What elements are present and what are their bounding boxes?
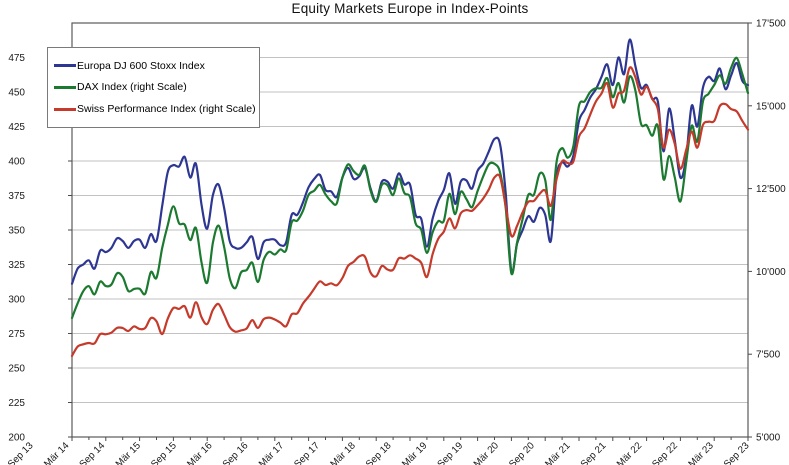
- x-axis-label: Mär 16: [185, 440, 215, 465]
- series-line-2: [70, 66, 750, 357]
- x-axis-label: Mär 18: [328, 440, 358, 465]
- legend-item-label: DAX Index (right Scale): [77, 81, 187, 94]
- y-axis-right-label: 15'000: [756, 101, 786, 112]
- y-axis-right-label: 7'500: [756, 350, 781, 361]
- x-axis-label: Sep 19: [435, 440, 465, 465]
- x-axis-label: Sep 13: [6, 440, 36, 465]
- legend-item-label: Swiss Performance Index (right Scale): [77, 103, 256, 116]
- x-axis-label: Sep 17: [292, 440, 322, 465]
- legend-item: Europa DJ 600 Stoxx Index: [54, 60, 255, 72]
- x-axis-label: Sep 16: [221, 440, 251, 465]
- y-axis-right-label: 10'000: [756, 267, 786, 278]
- x-axis-label: Mär 15: [114, 440, 144, 465]
- y-axis-left-label: 475: [8, 53, 25, 64]
- y-axis-left-label: 250: [8, 364, 25, 375]
- x-axis-label: Mär 20: [472, 440, 502, 465]
- legend-line-swatch-blue: [54, 64, 76, 68]
- legend: Europa DJ 600 Stoxx Index DAX Index (rig…: [47, 47, 260, 128]
- y-axis-left-label: 325: [8, 260, 25, 271]
- x-axis-label: Mär 14: [42, 440, 72, 465]
- legend-item-label: Europa DJ 600 Stoxx Index: [77, 59, 205, 72]
- y-axis-left-label: 375: [8, 191, 25, 202]
- y-axis-left-label: 200: [8, 433, 25, 444]
- y-axis-left-label: 300: [8, 295, 25, 306]
- series-line-1: [70, 56, 750, 320]
- x-axis-label: Sep 22: [650, 440, 680, 465]
- y-axis-left-label: 225: [8, 398, 25, 409]
- legend-item: DAX Index (right Scale): [54, 81, 255, 93]
- chart-title: Equity Markets Europe in Index-Points: [291, 1, 529, 16]
- x-axis-label: Sep 18: [364, 440, 394, 465]
- x-axis-label: Sep 20: [507, 440, 537, 465]
- y-axis-left-label: 275: [8, 329, 25, 340]
- legend-line-swatch-green: [54, 85, 76, 89]
- y-axis-left-label: 350: [8, 226, 25, 237]
- y-axis-right-label: 5'000: [756, 433, 781, 444]
- x-axis-label: Mär 23: [686, 440, 716, 465]
- x-axis-label: Sep 21: [579, 440, 609, 465]
- x-axis-label: Mär 21: [543, 440, 572, 465]
- x-axis-label: Sep 23: [722, 440, 752, 465]
- x-axis-label: Sep 14: [77, 440, 107, 465]
- x-axis-label: Mär 19: [400, 440, 429, 465]
- legend-line-swatch-red: [54, 107, 76, 111]
- x-axis-label: Sep 15: [149, 440, 179, 465]
- y-axis-left-label: 425: [8, 122, 25, 133]
- y-axis-left-label: 400: [8, 157, 25, 168]
- x-axis-label: Mär 22: [615, 440, 644, 465]
- y-axis-right-label: 17'500: [756, 19, 786, 30]
- legend-item: Swiss Performance Index (right Scale): [54, 103, 256, 116]
- y-axis-left-label: 450: [8, 88, 25, 99]
- series-line-0: [70, 38, 750, 285]
- x-axis-label: Mär 17: [257, 440, 286, 465]
- y-axis-right-label: 12'500: [756, 184, 786, 195]
